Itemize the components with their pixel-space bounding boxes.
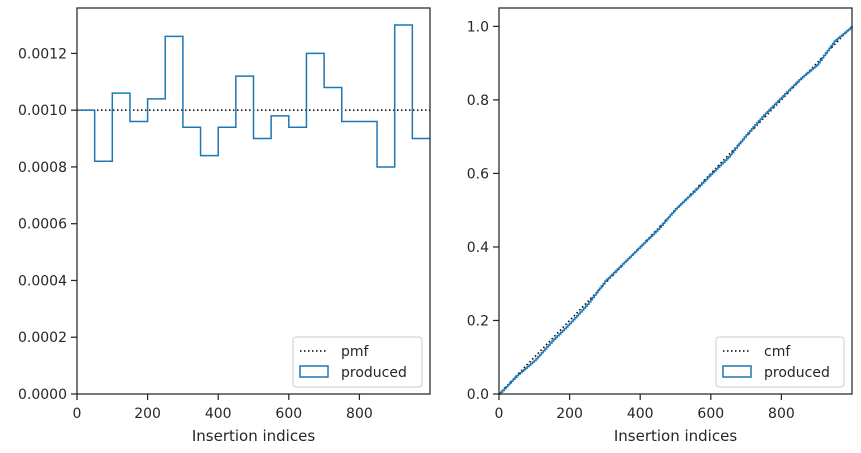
left-y-ticks: 0.0000 0.0002 0.0004 0.0006 0.0008 0.0010 0.00… bbox=[18, 46, 77, 403]
right-y-ticks: 0.0 0.2 0.4 0.6 0.8 1.0 bbox=[467, 19, 499, 403]
left-x-tick-label: 800 bbox=[346, 406, 373, 422]
right-y-tick-label: 0.6 bbox=[467, 166, 489, 182]
right-x-tick-label: 200 bbox=[556, 406, 583, 422]
right-cmf-line bbox=[498, 25, 853, 395]
left-y-tick-label: 0.0002 bbox=[18, 330, 67, 346]
left-x-ticks: 0 200 400 600 800 bbox=[73, 394, 373, 422]
right-y-tick-label: 0.0 bbox=[467, 387, 489, 403]
right-produced-step-line bbox=[499, 26, 853, 395]
left-y-tick-label: 0.0000 bbox=[18, 387, 67, 403]
left-x-tick-label: 400 bbox=[205, 406, 232, 422]
right-x-tick-label: 0 bbox=[495, 406, 504, 422]
left-axes-frame bbox=[76, 7, 431, 395]
left-legend-produced-label: produced bbox=[341, 365, 407, 381]
right-plot-area bbox=[499, 8, 852, 394]
left-chart: 0 200 400 600 800 0.00000.00020.00040.00060.… bbox=[18, 7, 431, 445]
right-y-tick-label: 0.2 bbox=[467, 313, 489, 329]
right-y-tick-label: 0.4 bbox=[467, 240, 489, 256]
right-legend-produced-swatch bbox=[722, 365, 752, 378]
left-legend-box bbox=[292, 336, 423, 388]
right-x-tick-label: 400 bbox=[627, 406, 654, 422]
right-x-tick-label: 600 bbox=[697, 406, 724, 422]
right-legend-produced-label: produced bbox=[764, 365, 830, 381]
left-x-tick-label: 200 bbox=[134, 406, 161, 422]
left-y-tick-label: 0.0008 bbox=[18, 160, 67, 176]
left-x-axis-label: Insertion indices bbox=[192, 427, 315, 445]
right-legend-box bbox=[715, 336, 845, 388]
left-legend: pmf produced bbox=[292, 336, 423, 388]
left-legend-pmf-label: pmf bbox=[341, 344, 370, 360]
right-x-tick-label: 800 bbox=[768, 406, 795, 422]
right-x-ticks: 0 200 400 600 800 bbox=[495, 394, 795, 422]
left-produced-step-line bbox=[77, 24, 430, 168]
left-x-tick-label: 0 bbox=[73, 406, 82, 422]
right-axes-frame bbox=[498, 7, 853, 395]
left-plot-area bbox=[77, 8, 430, 394]
right-x-axis-label: Insertion indices bbox=[614, 427, 737, 445]
left-y-tick-label: 0.0006 bbox=[18, 217, 67, 233]
right-chart: 0 200 400 600 800 0.0 0.2 0.4 0.6 0.8 1.0 Inserti… bbox=[467, 7, 853, 445]
right-y-tick-label: 1.0 bbox=[467, 19, 489, 35]
right-legend: cmf produced bbox=[715, 336, 845, 388]
left-chart-marks bbox=[77, 24, 430, 168]
left-x-tick-label: 600 bbox=[275, 406, 302, 422]
left-legend-produced-swatch bbox=[299, 365, 329, 378]
left-y-tick-label: 0.0010 bbox=[18, 103, 67, 119]
right-y-tick-label: 0.8 bbox=[467, 93, 489, 109]
right-chart-marks bbox=[498, 25, 853, 395]
left-y-tick-label: 0.0004 bbox=[18, 273, 67, 289]
right-legend-cmf-label: cmf bbox=[764, 344, 791, 360]
left-y-tick-label: 0.0012 bbox=[18, 46, 67, 62]
